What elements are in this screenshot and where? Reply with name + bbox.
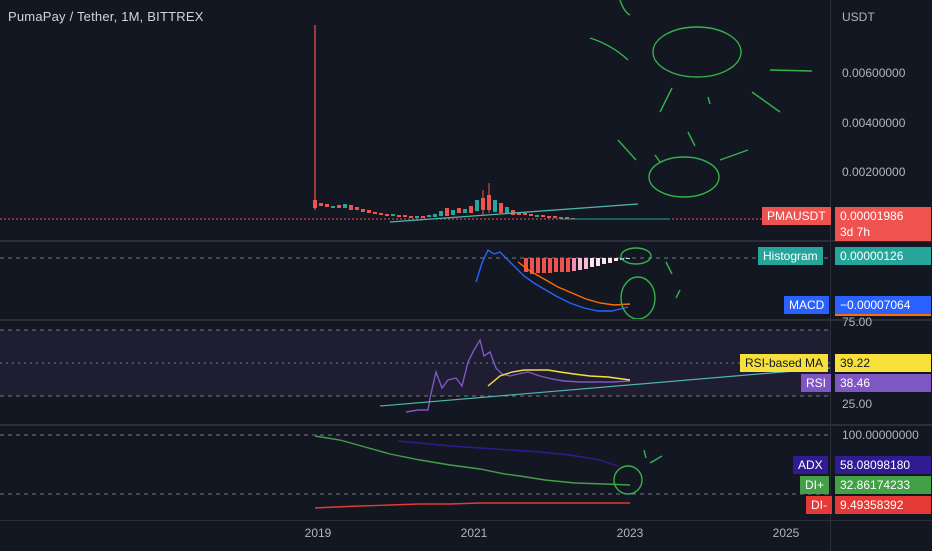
adx-line xyxy=(397,440,619,467)
candle xyxy=(505,207,509,214)
candle xyxy=(367,210,371,213)
histogram-label: Histogram xyxy=(758,247,823,265)
di-plus-label: DI+ xyxy=(800,476,830,494)
signal-line xyxy=(517,261,631,306)
candle xyxy=(403,215,407,217)
candle xyxy=(541,215,545,217)
rsi-level-bottom: 25.00 xyxy=(842,397,873,411)
candle xyxy=(415,216,419,218)
time-label: 2019 xyxy=(304,526,332,540)
candle xyxy=(349,205,353,210)
di-plus-value: 32.86174233 xyxy=(835,476,931,494)
candle xyxy=(487,195,491,210)
macd-line xyxy=(475,248,629,312)
symbol-title[interactable]: PumaPay / Tether, 1M, BITTREX xyxy=(8,9,204,24)
rsi-line xyxy=(405,338,631,413)
candle xyxy=(397,215,401,217)
macd-histogram xyxy=(524,258,630,274)
candle xyxy=(493,200,497,212)
candle xyxy=(565,217,569,219)
candle xyxy=(499,203,503,213)
candlesticks xyxy=(313,25,575,219)
time-label: 2021 xyxy=(460,526,488,540)
pane-separator[interactable] xyxy=(0,319,932,321)
candle xyxy=(373,212,377,214)
candle xyxy=(529,214,533,216)
di-minus-line xyxy=(314,502,630,509)
bar-countdown: 3d 7h xyxy=(835,223,931,241)
rsi-ma-value: 39.22 xyxy=(835,354,931,372)
hand-drawn-circle-adx[interactable] xyxy=(613,449,663,495)
candle xyxy=(331,206,335,208)
candle xyxy=(439,211,443,216)
symbol-price-tag: PMAUSDT xyxy=(762,207,831,225)
candle xyxy=(445,208,449,216)
price-tick: 0.00400000 xyxy=(842,116,906,130)
candle xyxy=(553,216,557,218)
candle xyxy=(427,215,431,217)
candle xyxy=(457,208,461,213)
trendline-support[interactable] xyxy=(389,203,639,223)
time-axis[interactable] xyxy=(0,520,830,551)
candle xyxy=(409,216,413,218)
di-minus-label: DI- xyxy=(806,496,832,514)
candle xyxy=(469,206,473,213)
candle xyxy=(481,198,485,210)
candle xyxy=(337,205,341,208)
rsi-value: 38.46 xyxy=(835,374,931,392)
candle xyxy=(361,209,365,212)
candle xyxy=(421,216,425,218)
rsi-level-top: 75.00 xyxy=(842,315,873,329)
price-tick: 0.00200000 xyxy=(842,165,906,179)
adx-level-top: 100.00000000 xyxy=(842,428,919,442)
candle xyxy=(535,215,539,217)
di-plus-line xyxy=(314,435,631,486)
rsi-label: RSI xyxy=(801,374,832,392)
hand-drawn-sun[interactable] xyxy=(589,0,813,198)
rsi-ma-label: RSI-based MA xyxy=(740,354,829,372)
pane-separator[interactable] xyxy=(0,424,932,426)
currency-label: USDT xyxy=(842,10,875,24)
last-price-value: 0.00001986 xyxy=(835,207,931,225)
price-tick: 0.00600000 xyxy=(842,66,906,80)
histogram-value: 0.00000126 xyxy=(835,247,931,265)
candle xyxy=(559,217,563,219)
candle xyxy=(325,204,329,207)
candle xyxy=(433,214,437,217)
time-label: 2023 xyxy=(616,526,644,540)
candle xyxy=(319,203,323,206)
candle xyxy=(451,210,455,215)
candle xyxy=(379,213,383,215)
price-scale[interactable] xyxy=(830,0,932,520)
rsi-ma-line xyxy=(487,369,631,387)
macd-label: MACD xyxy=(784,296,830,314)
candle xyxy=(313,200,317,208)
macd-value: −0.00007064 xyxy=(835,296,931,316)
candle xyxy=(523,213,527,215)
chart-area[interactable]: PumaPay / Tether, 1M, BITTREX xyxy=(0,0,830,520)
adx-value: 58.08098180 xyxy=(835,456,931,474)
candle xyxy=(391,214,395,216)
axis-corner xyxy=(830,520,932,551)
candle xyxy=(343,204,347,208)
rsi-trendline[interactable] xyxy=(379,367,830,407)
di-minus-value: 9.49358392 xyxy=(835,496,931,514)
candle xyxy=(463,209,467,213)
pane-separator[interactable] xyxy=(0,240,932,242)
candle xyxy=(355,207,359,210)
candle xyxy=(385,214,389,216)
adx-label: ADX xyxy=(793,456,828,474)
chart-canvas[interactable] xyxy=(0,0,830,520)
candle xyxy=(547,216,551,218)
time-label: 2025 xyxy=(772,526,800,540)
candle xyxy=(517,212,521,215)
candle xyxy=(475,200,479,211)
